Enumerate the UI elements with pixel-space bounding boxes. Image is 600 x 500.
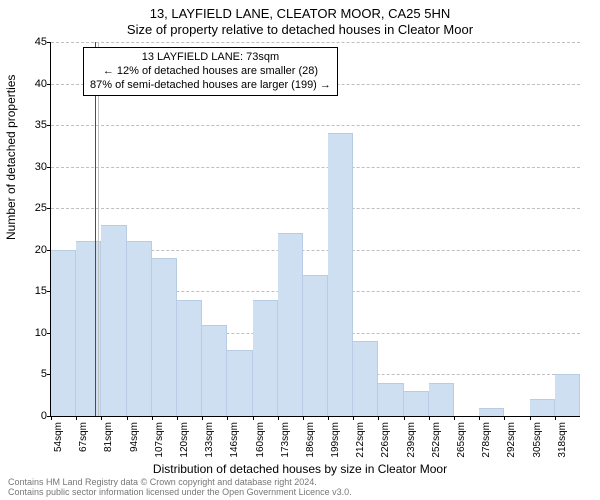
y-gridline (51, 125, 580, 126)
x-tick-label: 173sqm (280, 422, 291, 458)
histogram-bar (328, 133, 353, 416)
x-tick-label: 160sqm (255, 422, 266, 458)
x-tick-label: 278sqm (481, 422, 492, 458)
x-tick-label: 81sqm (103, 422, 114, 452)
histogram-bar (378, 383, 403, 416)
y-tick-mark (47, 84, 51, 85)
histogram-bar (353, 341, 378, 416)
y-tick-label: 5 (41, 368, 47, 380)
x-tick-mark (404, 416, 405, 420)
x-tick-label: 252sqm (431, 422, 442, 458)
histogram-bar (278, 233, 303, 416)
histogram-bar (101, 225, 126, 416)
x-tick-mark (51, 416, 52, 420)
x-tick-label: 133sqm (204, 422, 215, 458)
histogram-bar (530, 399, 555, 416)
info-box: 13 LAYFIELD LANE: 73sqm ← 12% of detache… (83, 47, 338, 96)
x-tick-mark (127, 416, 128, 420)
histogram-bar (479, 408, 504, 416)
histogram-bar (429, 383, 454, 416)
x-tick-mark (227, 416, 228, 420)
footer: Contains HM Land Registry data © Crown c… (8, 478, 352, 498)
x-tick-mark (202, 416, 203, 420)
x-tick-label: 265sqm (456, 422, 467, 458)
x-tick-label: 120sqm (179, 422, 190, 458)
x-tick-mark (76, 416, 77, 420)
x-tick-mark (479, 416, 480, 420)
histogram-bar (202, 325, 227, 416)
y-tick-label: 0 (41, 410, 47, 422)
plot-area: 05101520253035404554sqm67sqm81sqm94sqm10… (50, 42, 580, 417)
x-tick-label: 146sqm (229, 422, 240, 458)
y-tick-label: 15 (35, 285, 47, 297)
y-tick-mark (47, 125, 51, 126)
y-tick-label: 45 (35, 36, 47, 48)
y-gridline (51, 208, 580, 209)
y-axis-label: Number of detached properties (4, 75, 18, 240)
x-tick-mark (429, 416, 430, 420)
y-tick-label: 20 (35, 244, 47, 256)
histogram-bar (127, 241, 152, 416)
info-box-line3: 87% of semi-detached houses are larger (… (90, 79, 331, 93)
x-tick-mark (303, 416, 304, 420)
x-tick-label: 199sqm (330, 422, 341, 458)
histogram-bar (555, 374, 580, 416)
y-tick-label: 10 (35, 327, 47, 339)
x-tick-mark (177, 416, 178, 420)
x-tick-mark (378, 416, 379, 420)
title-line-2: Size of property relative to detached ho… (0, 22, 600, 37)
y-tick-mark (47, 208, 51, 209)
x-tick-mark (152, 416, 153, 420)
x-tick-mark (353, 416, 354, 420)
x-tick-mark (555, 416, 556, 420)
info-box-line2: ← 12% of detached houses are smaller (28… (90, 65, 331, 79)
x-axis-label: Distribution of detached houses by size … (0, 462, 600, 476)
y-gridline (51, 42, 580, 43)
histogram-bar (152, 258, 177, 416)
y-tick-label: 30 (35, 161, 47, 173)
x-tick-label: 212sqm (355, 422, 366, 458)
histogram-bar (177, 300, 202, 416)
x-tick-label: 186sqm (305, 422, 316, 458)
x-tick-mark (504, 416, 505, 420)
x-tick-label: 239sqm (406, 422, 417, 458)
histogram-bar (303, 275, 328, 416)
y-tick-mark (47, 167, 51, 168)
histogram-bar (51, 250, 76, 416)
marker-line-grey (98, 42, 99, 416)
info-box-line1: 13 LAYFIELD LANE: 73sqm (90, 51, 331, 65)
x-tick-mark (328, 416, 329, 420)
y-tick-label: 40 (35, 78, 47, 90)
marker-line-red (95, 42, 96, 416)
x-tick-mark (278, 416, 279, 420)
x-tick-label: 226sqm (380, 422, 391, 458)
x-tick-label: 292sqm (506, 422, 517, 458)
x-tick-label: 318sqm (557, 422, 568, 458)
title-line-1: 13, LAYFIELD LANE, CLEATOR MOOR, CA25 5H… (0, 6, 600, 21)
x-tick-mark (101, 416, 102, 420)
x-tick-mark (454, 416, 455, 420)
x-tick-mark (530, 416, 531, 420)
x-tick-label: 94sqm (129, 422, 140, 452)
y-tick-mark (47, 42, 51, 43)
footer-line2: Contains public sector information licen… (8, 488, 352, 498)
x-tick-label: 67sqm (78, 422, 89, 452)
x-tick-label: 305sqm (532, 422, 543, 458)
x-tick-mark (253, 416, 254, 420)
y-tick-label: 35 (35, 119, 47, 131)
histogram-bar (404, 391, 429, 416)
chart-container: 13, LAYFIELD LANE, CLEATOR MOOR, CA25 5H… (0, 0, 600, 500)
x-tick-label: 54sqm (53, 422, 64, 452)
histogram-bar (253, 300, 278, 416)
y-gridline (51, 167, 580, 168)
histogram-bar (227, 350, 252, 416)
y-tick-label: 25 (35, 202, 47, 214)
x-tick-label: 107sqm (154, 422, 165, 458)
